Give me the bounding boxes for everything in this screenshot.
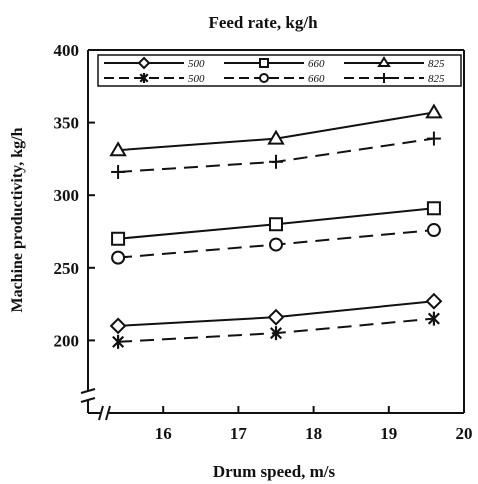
- x-tick-label: 20: [456, 424, 473, 443]
- plot-area: 200 250 300 350 400 16 17 18 19 20 500 660 825 500 660…: [54, 41, 473, 443]
- data-point-500-asterisk: [427, 311, 440, 326]
- legend-marker-triangle: [377, 56, 391, 67]
- y-axis-label: Machine productivity, kg/h: [9, 127, 26, 312]
- x-tick-label: 16: [155, 424, 172, 443]
- legend: 500 660 825 500 660 825: [97, 54, 462, 87]
- x-tick-label: 17: [230, 424, 248, 443]
- legend-marker-circle: [259, 73, 269, 83]
- legend-box: [97, 54, 462, 87]
- data-point-825-plus: [426, 131, 441, 146]
- data-point-825-plus: [111, 164, 126, 179]
- data-point-500-asterisk: [112, 334, 125, 349]
- data-point-660-square: [269, 217, 283, 232]
- legend-marker-square: [259, 58, 269, 68]
- data-point-660-circle: [111, 250, 126, 265]
- legend-label: 500: [188, 73, 205, 85]
- data-point-500-diamond: [425, 292, 443, 310]
- legend-label: 825: [428, 73, 445, 85]
- x-axis-break-mark: [98, 405, 104, 421]
- data-point-825-triangle: [109, 141, 127, 157]
- x-axis-break-mark: [105, 405, 111, 421]
- y-axis-break-mark: [80, 388, 96, 394]
- y-axis-break-mark: [80, 397, 96, 403]
- chart-title: Feed rate, kg/h: [208, 13, 318, 32]
- legend-marker-diamond: [137, 56, 151, 70]
- data-point-660-circle: [426, 223, 441, 238]
- x-tick-label: 19: [380, 424, 397, 443]
- data-point-660-square: [426, 201, 441, 216]
- data-point-500-diamond: [109, 317, 127, 335]
- legend-marker-asterisk: [139, 73, 149, 83]
- legend-marker-plus: [379, 73, 389, 83]
- y-tick-label: 250: [54, 259, 80, 278]
- data-point-825-triangle: [425, 103, 443, 119]
- x-tick-label: 18: [305, 424, 322, 443]
- legend-label: 500: [188, 58, 205, 70]
- y-tick-label: 200: [54, 331, 80, 350]
- data-point-825-plus: [269, 154, 283, 169]
- y-tick-label: 350: [54, 114, 80, 133]
- x-axis-label: Drum speed, m/s: [213, 462, 336, 481]
- y-tick-label: 400: [54, 41, 80, 60]
- legend-label: 660: [308, 58, 325, 70]
- data-point-500-asterisk: [269, 326, 283, 341]
- y-tick-label: 300: [54, 186, 80, 205]
- legend-label: 825: [428, 58, 445, 70]
- data-point-660-circle: [269, 237, 283, 252]
- data-point-825-triangle: [267, 129, 285, 145]
- legend-label: 660: [308, 73, 325, 85]
- data-point-660-square: [111, 231, 126, 246]
- data-point-500-diamond: [267, 308, 285, 326]
